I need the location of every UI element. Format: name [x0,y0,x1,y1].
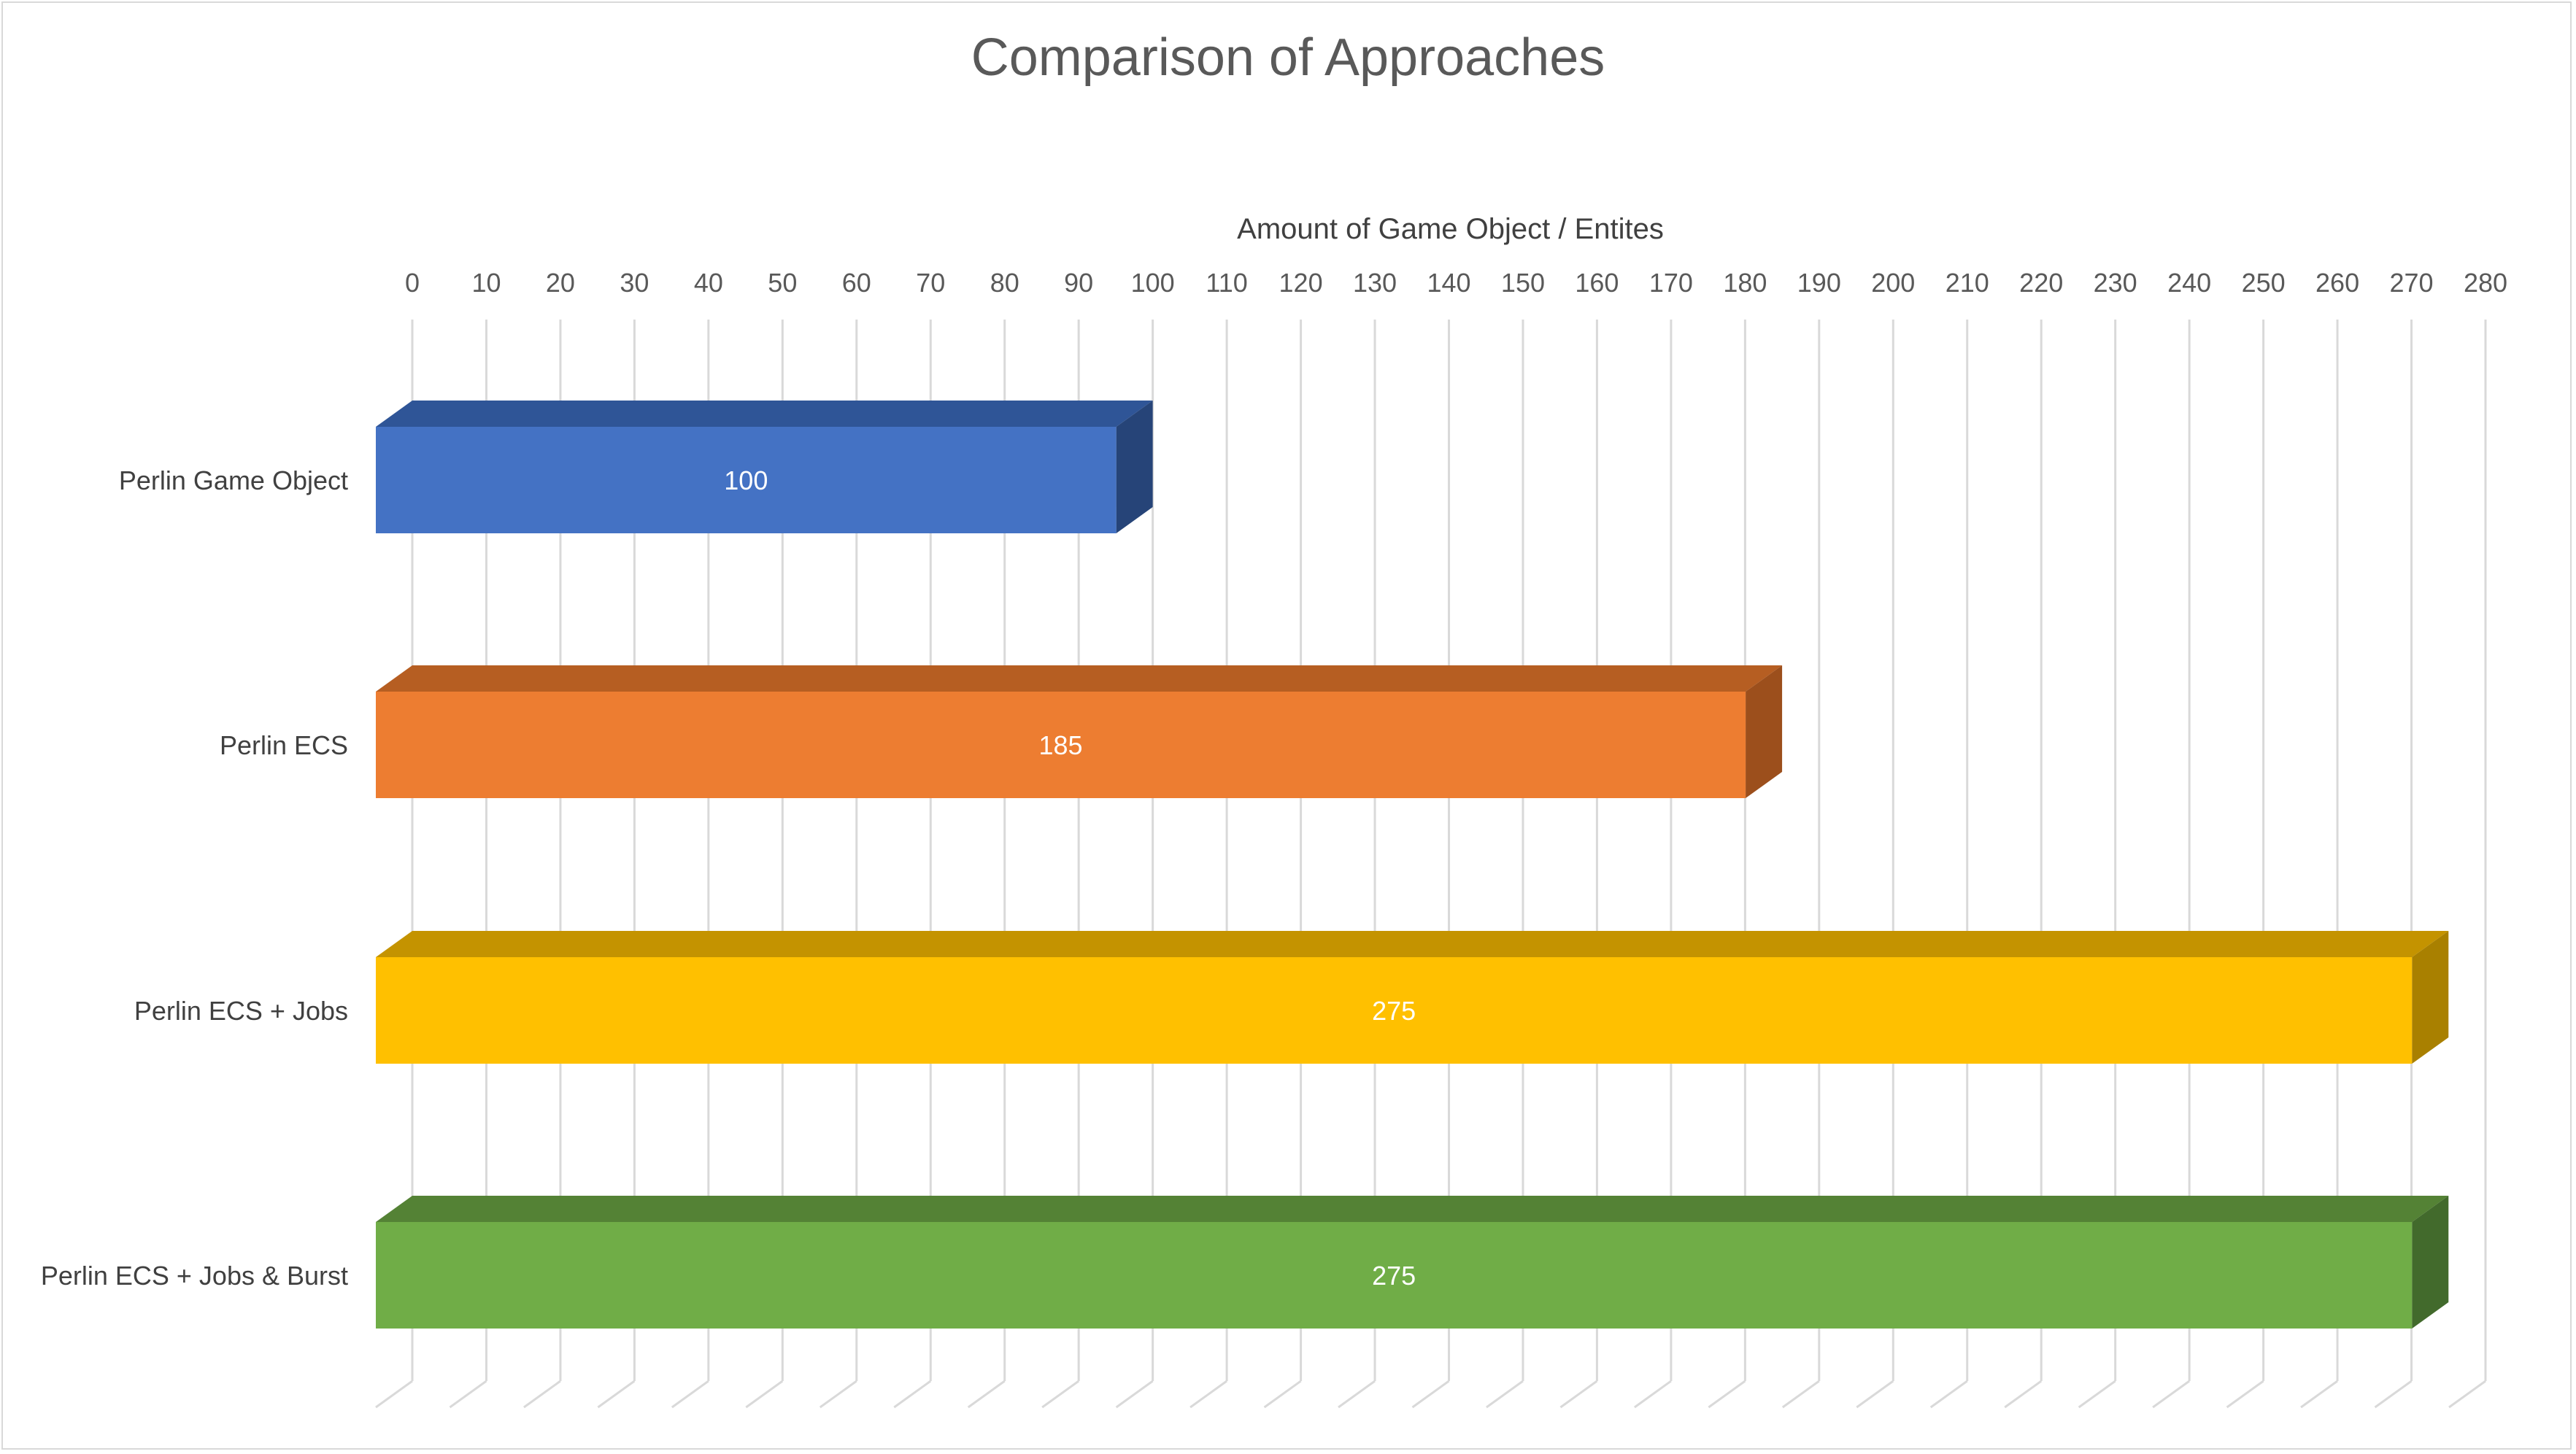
x-tick-label: 140 [1427,268,1470,298]
bar-side-face [2412,931,2449,1064]
bar [376,957,2413,1064]
x-tick-label: 0 [405,268,420,298]
x-tick-label: 80 [990,268,1019,298]
bar-top-face [376,401,1153,427]
floor-gridline [1338,1380,1376,1409]
floor-gridline [1189,1380,1227,1409]
floor-gridline [1411,1380,1450,1409]
x-tick-label: 230 [2094,268,2137,298]
x-tick-label: 180 [1723,268,1767,298]
floor-gridline [2448,1380,2486,1409]
x-tick-label: 20 [546,268,575,298]
floor-gridline [745,1380,784,1409]
floor-gridline [2226,1380,2264,1409]
x-tick-label: 210 [1946,268,1989,298]
floor-gridline [375,1380,413,1409]
floor-gridline [2300,1380,2338,1409]
bar-top-face [376,665,1783,692]
x-tick-label: 150 [1501,268,1545,298]
data-label: 185 [1039,730,1083,760]
floor-gridline [671,1380,709,1409]
x-tick-label: 200 [1871,268,1915,298]
floor-gridline [1708,1380,1746,1409]
x-tick-label: 220 [2019,268,2063,298]
x-tick-label: 160 [1575,268,1619,298]
x-tick-label: 60 [842,268,871,298]
data-label: 275 [1372,1261,1416,1291]
floor-gridline [2152,1380,2191,1409]
x-tick-label: 70 [916,268,945,298]
floor-gridline [1559,1380,1598,1409]
floor-gridline [523,1380,561,1409]
bar-side-face [1116,401,1153,533]
floor-gridline [449,1380,487,1409]
bar-side-face [1746,665,1783,798]
x-tick-label: 270 [2389,268,2433,298]
x-tick-label: 280 [2464,268,2507,298]
x-axis-title: Amount of Game Object / Entites [1237,213,1664,245]
category-label: Perlin ECS + Jobs [134,996,348,1026]
floor-gridline [967,1380,1006,1409]
x-tick-label: 130 [1353,268,1397,298]
floor-gridline [2004,1380,2043,1409]
x-tick-label: 240 [2167,268,2211,298]
category-label: Perlin Game Object [119,465,348,495]
floor-gridline [1781,1380,1820,1409]
x-tick-label: 90 [1064,268,1093,298]
x-tick-label: 50 [768,268,797,298]
x-tick-label: 30 [620,268,649,298]
floor-gridline [893,1380,932,1409]
bar [376,427,1117,533]
floor-gridline [1486,1380,1524,1409]
data-label: 100 [724,465,768,495]
bar [376,1222,2413,1329]
x-tick-label: 190 [1797,268,1841,298]
x-tick-label: 40 [694,268,723,298]
category-label: Perlin ECS + Jobs & Burst [41,1261,348,1291]
x-tick-label: 260 [2315,268,2359,298]
x-tick-label: 250 [2242,268,2286,298]
bar-side-face [2412,1196,2449,1329]
chart-title: Comparison of Approaches [971,28,1605,87]
bar [376,692,1746,798]
floor-gridline [2078,1380,2116,1409]
data-label: 275 [1372,996,1416,1026]
floor-gridline [819,1380,857,1409]
bar-top-face [376,931,2449,957]
x-tick-label: 170 [1649,268,1693,298]
category-label: Perlin ECS [220,730,348,760]
floor-gridline [1634,1380,1672,1409]
floor-gridline [1263,1380,1302,1409]
x-tick-label: 110 [1206,268,1247,298]
floor-gridline [2374,1380,2413,1409]
floor-gridline [597,1380,636,1409]
floor-gridline [1929,1380,1968,1409]
x-tick-label: 10 [471,268,501,298]
x-tick-label: 120 [1279,268,1323,298]
x-tick-label: 100 [1131,268,1175,298]
floor-gridline [1115,1380,1154,1409]
bar-top-face [376,1196,2449,1222]
floor-gridline [1856,1380,1894,1409]
floor-gridline [1041,1380,1080,1409]
